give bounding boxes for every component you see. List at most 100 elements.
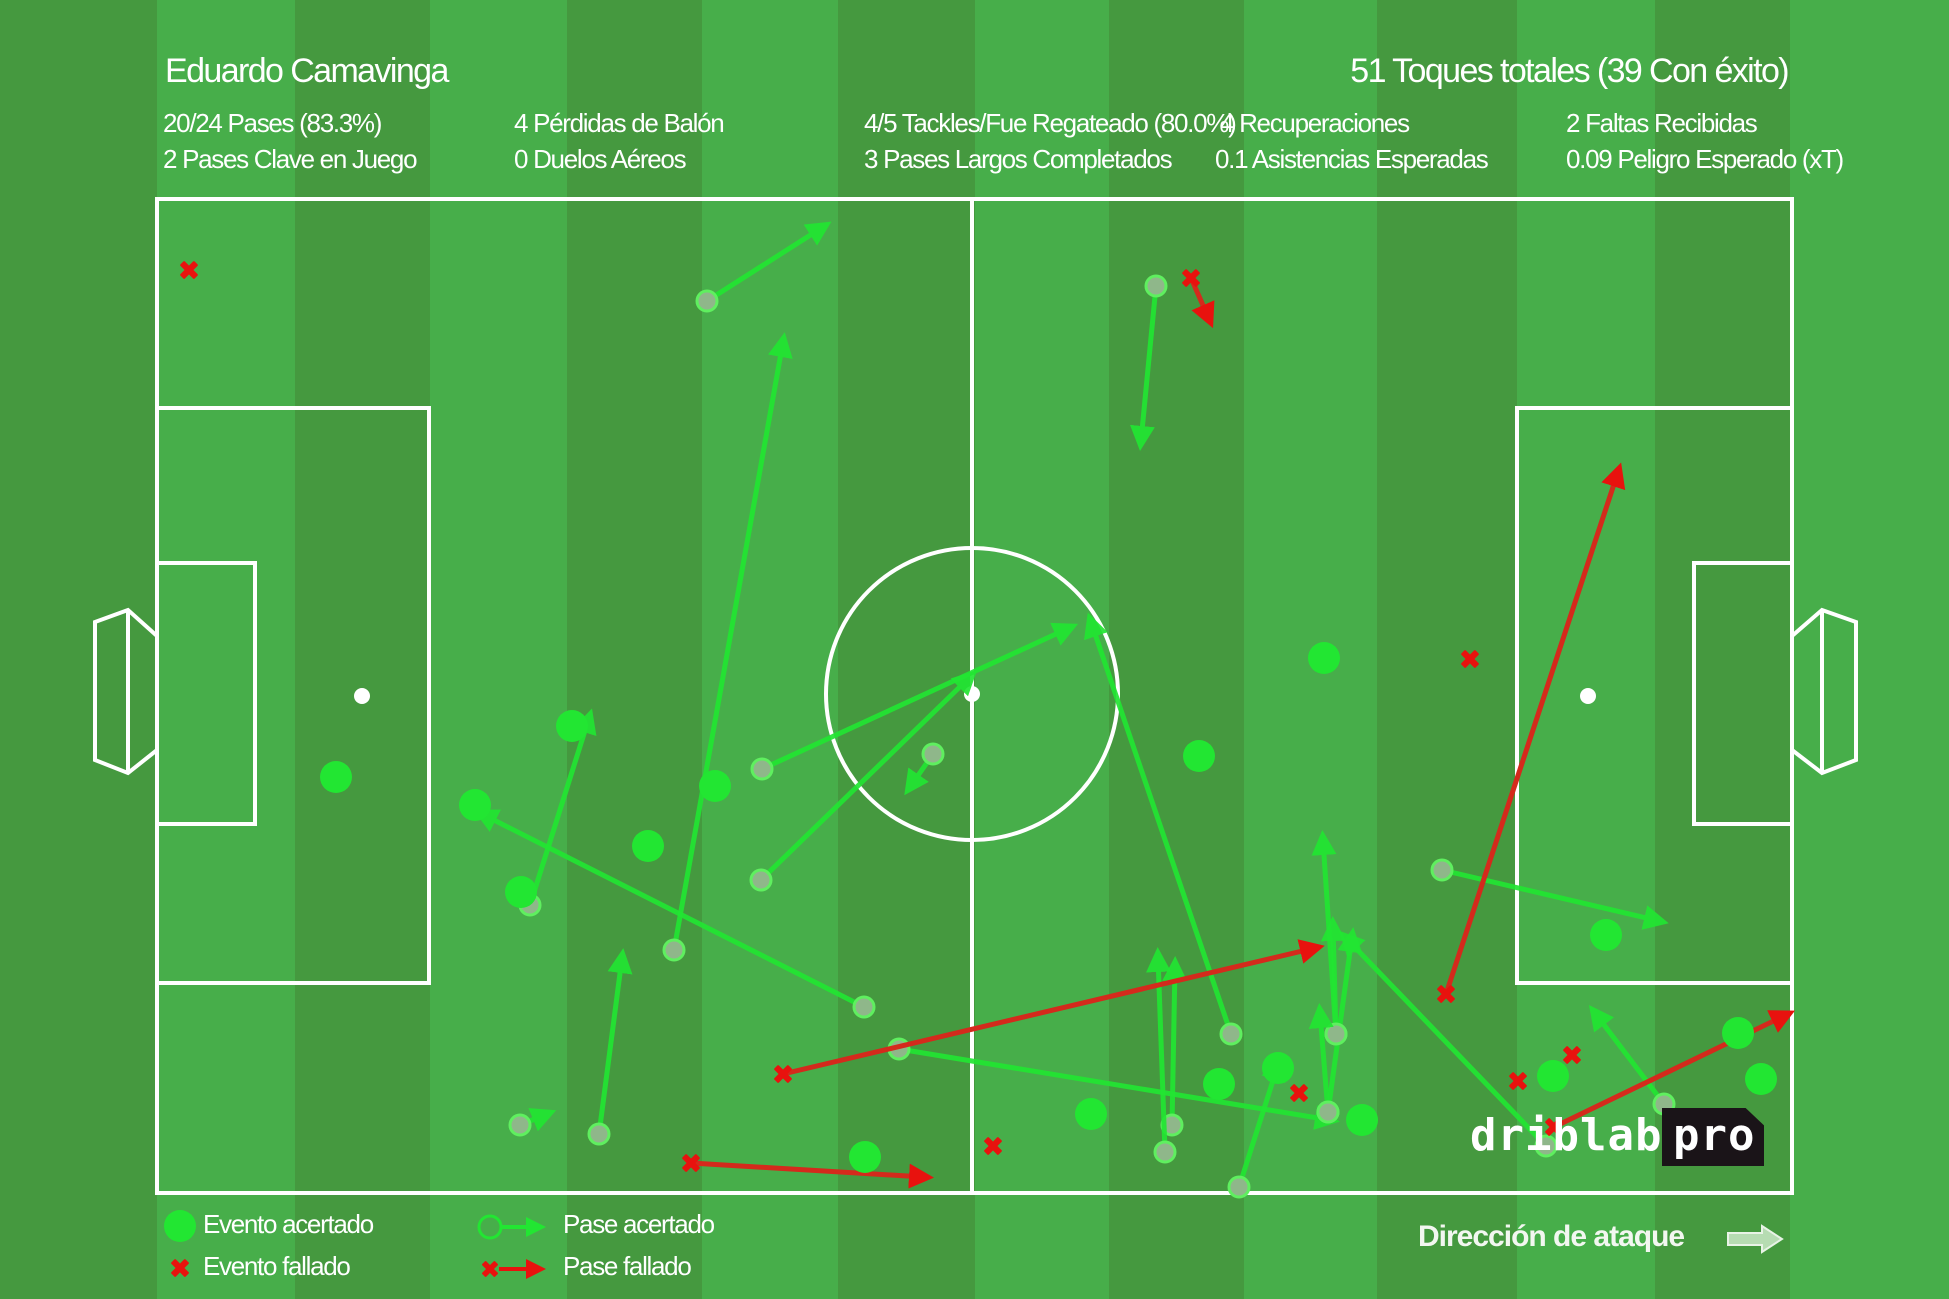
- pass-success-line: [898, 1046, 1340, 1130]
- pass-start-marker: [921, 742, 945, 766]
- event-success-dot: [632, 830, 664, 862]
- pitch-stripe: [0, 0, 157, 1299]
- attack-direction-label: Dirección de ataque: [1418, 1220, 1685, 1253]
- pitch-stripe: [295, 0, 430, 1299]
- pass-success-line: [1339, 930, 1548, 1148]
- center-spot: [964, 686, 980, 702]
- stat-passes: 20/24 Pases (83.3%): [163, 108, 382, 138]
- pass-success-line: [1146, 947, 1172, 1153]
- pass-success-line: [1236, 1055, 1286, 1188]
- pass-success-line: [1083, 612, 1234, 1035]
- left-goal-icon: [93, 607, 159, 776]
- player-name: Eduardo Camavinga: [165, 52, 449, 90]
- pass-start-marker: [587, 1122, 611, 1146]
- pitch-stripe: [975, 0, 1109, 1299]
- pass-fail-origin-icon: [682, 1154, 700, 1172]
- pass-success-line: [760, 622, 1079, 772]
- stat-ball-losses: 4 Pérdidas de Balón: [514, 108, 725, 138]
- pass-success-line: [1441, 867, 1669, 930]
- right-penalty-spot: [1580, 688, 1596, 704]
- stat-long-passes: 3 Pases Largos Completados: [864, 144, 1173, 174]
- events-layer: [180, 261, 1777, 1173]
- event-fail-icon: [1290, 1084, 1308, 1102]
- legend-icons: [164, 1210, 546, 1279]
- legend-fail-cross-icon: [171, 1259, 189, 1277]
- pass-start-marker: [750, 757, 774, 781]
- pass-fail-line: [1443, 462, 1626, 995]
- legend-pass-fail: Pase fallado: [563, 1251, 692, 1281]
- driblab-logo-pro: pro: [1673, 1110, 1756, 1161]
- event-fail-icon: [984, 1137, 1002, 1155]
- driblab-logo-badge: [1662, 1108, 1764, 1166]
- right-goal-icon: [1790, 607, 1858, 776]
- event-success-dot: [1537, 1060, 1569, 1092]
- event-fail-icon: [1461, 650, 1479, 668]
- pass-start-marker: [695, 289, 719, 313]
- pass-start-marker: [1324, 1022, 1348, 1046]
- stat-fouls-received: 2 Faltas Recibidas: [1566, 108, 1758, 138]
- pass-start-marker: [1144, 274, 1168, 298]
- pass-fail-origin-icon: [1437, 985, 1455, 1003]
- pass-fail-origin-icon: [1545, 1118, 1563, 1136]
- event-fail-icon: [1563, 1046, 1581, 1064]
- pass-start-marker: [749, 868, 773, 892]
- pass-start-marker: [852, 995, 876, 1019]
- event-success-dot: [1308, 642, 1340, 674]
- event-success-dot: [1262, 1052, 1294, 1084]
- pitch-stripe: [1377, 0, 1517, 1299]
- pass-start-marker: [1227, 1175, 1251, 1199]
- pass-start-marker: [1153, 1140, 1177, 1164]
- stat-expected-assists: 0.1 Asistencias Esperadas: [1215, 144, 1489, 174]
- stat-expected-threat: 0.09 Peligro Esperado (xT): [1566, 144, 1844, 174]
- event-success-dot: [556, 710, 588, 742]
- pass-fail-line: [690, 1160, 934, 1189]
- stat-recoveries: 4 Recuperaciones: [1220, 108, 1410, 138]
- pitch-stripe: [430, 0, 567, 1299]
- legend-pass-success: Pase acertado: [563, 1209, 715, 1239]
- pitch-stripe: [567, 0, 702, 1299]
- pass-success-line: [1130, 285, 1159, 451]
- legend-event-success: Evento acertado: [203, 1209, 374, 1239]
- event-success-dot: [1075, 1098, 1107, 1130]
- pass-start-marker: [1430, 858, 1454, 882]
- pass-start-marker: [1219, 1022, 1243, 1046]
- pitch-stripe: [838, 0, 975, 1299]
- goals: [93, 607, 1858, 776]
- touches-title: 51 Toques totales (39 Con éxito): [1350, 52, 1789, 90]
- event-fail-icon: [1509, 1072, 1527, 1090]
- event-success-dot: [1722, 1017, 1754, 1049]
- legend-event-fail: Evento fallado: [203, 1251, 351, 1281]
- passes-layer: [473, 221, 1796, 1199]
- legend-pass-start-icon: [477, 1214, 503, 1240]
- left-penalty-spot: [354, 688, 370, 704]
- event-success-dot: [505, 876, 537, 908]
- pass-start-marker: [1316, 1100, 1340, 1124]
- pass-success-line: [527, 708, 597, 906]
- event-success-dot: [1203, 1068, 1235, 1100]
- pass-success-line: [705, 221, 832, 304]
- pass-success-line: [1320, 916, 1346, 1035]
- driblab-logo-text: driblab: [1470, 1110, 1663, 1161]
- pass-success-line: [1308, 1003, 1334, 1113]
- event-success-dot: [849, 1141, 881, 1173]
- pass-start-marker: [508, 1113, 532, 1137]
- pass-fail-origin-icon: [1182, 269, 1200, 287]
- pass-fail-line: [782, 939, 1325, 1077]
- stat-key-passes: 2 Pases Clave en Juego: [163, 144, 418, 174]
- event-success-dot: [459, 789, 491, 821]
- event-fail-icon: [180, 261, 198, 279]
- pitch-stripe: [157, 0, 295, 1299]
- event-success-dot: [1590, 919, 1622, 951]
- event-success-dot: [1346, 1104, 1378, 1136]
- event-success-dot: [1183, 740, 1215, 772]
- pass-success-line: [671, 332, 793, 951]
- stat-aerial-duels: 0 Duelos Aéreos: [514, 144, 687, 174]
- pitch-stripe: [702, 0, 838, 1299]
- pass-success-line: [1588, 1005, 1666, 1106]
- pitch-stripe: [1790, 0, 1949, 1299]
- event-success-dot: [320, 761, 352, 793]
- legend-success-dot-icon: [164, 1210, 196, 1242]
- pass-start-marker: [1534, 1134, 1558, 1158]
- event-success-dot: [699, 770, 731, 802]
